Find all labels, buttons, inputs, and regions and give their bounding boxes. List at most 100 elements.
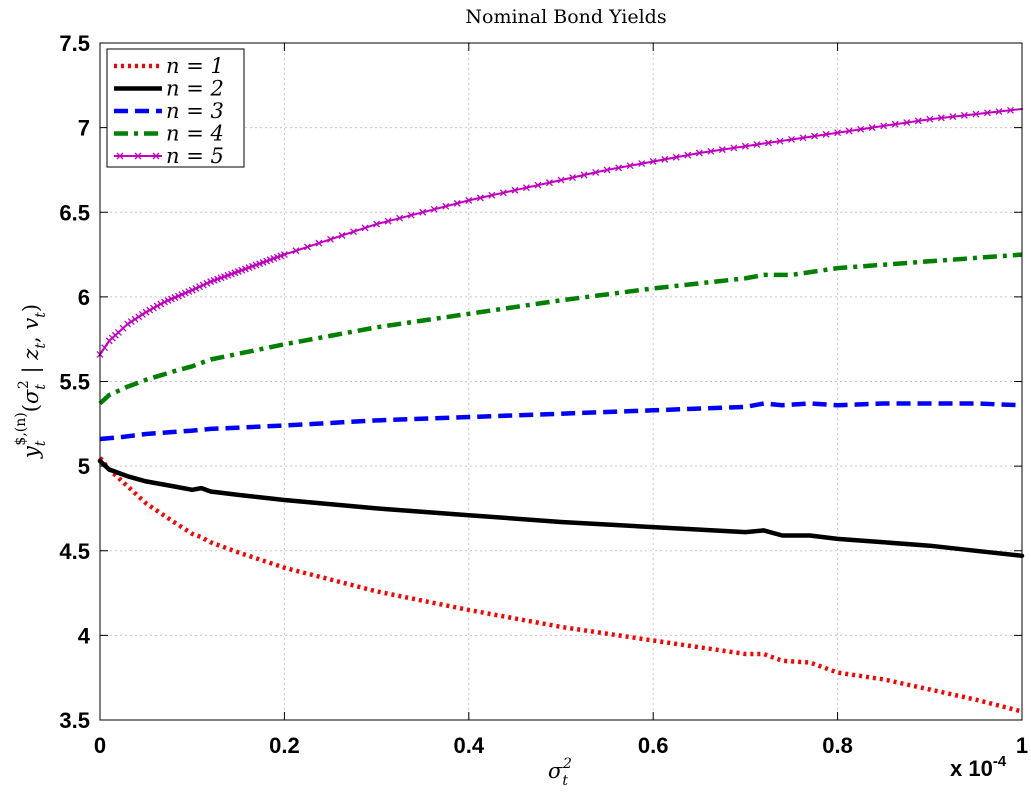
series-marker-5: [592, 169, 600, 176]
series-marker-5: [476, 194, 484, 202]
y-label-open-paren: (: [19, 404, 43, 412]
series-marker-5: [903, 119, 911, 127]
axis-ticks: [99, 42, 1023, 721]
series-marker-5: [157, 300, 165, 308]
x-multiplier-exponent: -4: [993, 753, 1007, 770]
series-marker-5: [753, 141, 761, 149]
y-tick-label: 5: [78, 454, 90, 479]
series-marker-5: [138, 311, 146, 318]
series-marker-5: [303, 243, 311, 251]
series-marker-5: [153, 302, 161, 310]
series-line-1: [98, 456, 1023, 714]
series-marker-5: [188, 286, 196, 294]
series-marker-5: [949, 113, 957, 121]
series-marker-5: [384, 217, 392, 225]
x-tick-label: 1: [1016, 733, 1028, 758]
series-marker-5: [926, 115, 934, 123]
series-marker-5: [776, 137, 784, 145]
grid-lines: [100, 43, 1022, 720]
series-marker-5: [730, 144, 738, 152]
series-marker-5: [511, 186, 519, 194]
series-marker-5: [937, 114, 945, 122]
series-marker-5: [465, 196, 473, 204]
x-axis-label-sup: 2: [562, 756, 572, 772]
series-marker-5: [695, 149, 703, 157]
y-label-sub-t: t: [33, 440, 49, 446]
x-multiplier-base: x 10: [950, 756, 993, 781]
series-marker-5: [914, 117, 922, 125]
x-multiplier: x 10-4: [950, 753, 1007, 781]
y-tick-label: 7: [78, 116, 90, 141]
y-label-sub-t3: t: [33, 343, 49, 349]
series-marker-5: [174, 292, 182, 300]
series-marker-5: [161, 298, 168, 306]
y-tick-label: 6: [78, 285, 90, 310]
y-label-y: y: [19, 445, 43, 459]
series-marker-5: [488, 191, 496, 199]
y-label-comma: ,: [19, 330, 43, 343]
series-marker-5: [167, 295, 175, 303]
x-tick-label: 0.4: [454, 733, 485, 758]
series-marker-5: [522, 184, 530, 192]
series-marker-5: [615, 164, 623, 172]
y-label-sup-n: $,(n): [13, 412, 29, 445]
series-marker-5: [534, 181, 542, 189]
series-marker-5: [350, 228, 358, 236]
series-marker-5: [101, 344, 109, 352]
series-marker-5: [741, 142, 749, 150]
series-marker-5: [292, 247, 300, 255]
x-tick-label: 0.2: [269, 733, 300, 758]
series-marker-5: [327, 235, 334, 243]
series-marker-5: [280, 251, 288, 259]
series-marker-5: [603, 166, 611, 174]
series-marker-5: [799, 134, 807, 142]
y-label-bar: |: [19, 360, 44, 380]
y-axis-label: yt$,(n)(σt2 | zt, vt): [13, 304, 49, 459]
series-marker-5: [150, 304, 157, 312]
series-line-4: [98, 252, 1023, 406]
x-axis-label: σt2: [548, 756, 572, 789]
series-marker-5: [419, 208, 427, 216]
series-marker-5: [684, 151, 692, 159]
series-marker-5: [569, 174, 576, 182]
series-marker-5: [135, 313, 143, 321]
y-label-sup-2: 2: [16, 380, 32, 389]
x-tick-label: 0: [94, 733, 106, 758]
legend-box: [106, 48, 245, 168]
chart-title: Nominal Bond Yields: [465, 6, 666, 28]
series-marker-5: [649, 158, 657, 165]
series-marker-5: [661, 155, 669, 163]
series-marker-5: [430, 205, 438, 213]
series-marker-5: [164, 297, 172, 304]
series-marker-5: [626, 162, 634, 170]
series-marker-5: [834, 129, 842, 137]
legend-label-3: n = 3: [166, 99, 224, 123]
series-marker-5: [764, 139, 772, 147]
y-tick-label: 5.5: [59, 370, 90, 395]
y-label-v: v: [19, 318, 43, 330]
series-marker-5: [185, 288, 193, 296]
series-marker-5: [171, 294, 179, 301]
y-tick-label: 3.5: [59, 708, 90, 733]
series-marker-5: [453, 199, 461, 207]
series-marker-5: [1007, 106, 1014, 114]
series-marker-5: [396, 214, 404, 222]
legend-marker: [152, 152, 160, 160]
series-marker-5: [557, 176, 565, 184]
series-line-2: [97, 458, 1025, 559]
series-marker-5: [857, 125, 865, 133]
series-marker-5: [707, 147, 715, 155]
series-marker-5: [131, 315, 139, 323]
series-marker-5: [499, 189, 507, 197]
series-marker-5: [845, 127, 853, 135]
series-marker-5: [995, 108, 1003, 116]
series-marker-5: [972, 110, 980, 118]
series-marker-5: [868, 124, 876, 132]
legend-marker: [116, 152, 124, 160]
y-axis-label-text: yt$,(n)(σt2 | zt, vt): [13, 304, 49, 459]
x-axis-label-sigma: σ: [548, 759, 563, 783]
series-marker-5: [192, 284, 200, 292]
legend-label-5: n = 5: [166, 144, 224, 168]
series-marker-5: [718, 146, 726, 154]
